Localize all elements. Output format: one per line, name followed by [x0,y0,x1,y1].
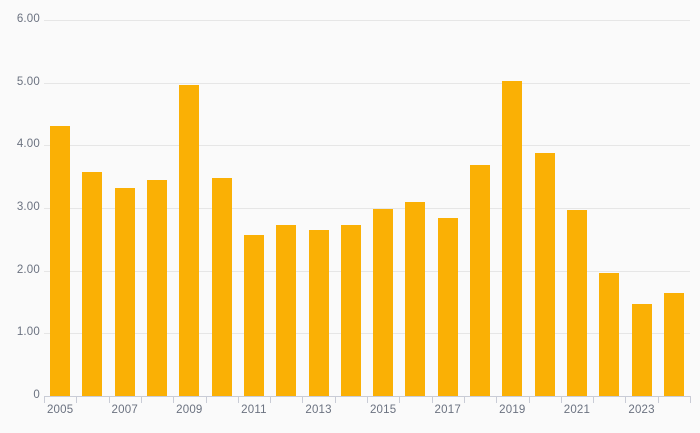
bar[interactable] [437,217,458,396]
bar[interactable] [373,208,394,396]
x-axis-tick-label: 2015 [369,404,397,416]
plot-area [44,0,690,396]
x-axis-tick-mark [657,396,659,403]
x-axis-tick-mark [108,396,110,403]
bar[interactable] [308,230,329,396]
x-axis-tick-mark [173,396,175,403]
bar[interactable] [566,209,587,396]
x-axis-tick-mark [237,396,239,403]
x-axis-tick-mark [334,396,336,403]
x-axis-tick-mark [625,396,627,403]
bar[interactable] [534,152,555,396]
bar[interactable] [405,201,426,396]
y-axis-tick-label: 6.00 [16,12,40,25]
y-axis-tick-label: 1.00 [16,326,40,339]
x-axis-tick-mark [302,396,304,403]
x-axis-tick-mark [205,396,207,403]
x-axis-tick-mark [44,396,45,403]
bar[interactable] [147,180,168,396]
y-axis-tick-label: 5.00 [16,75,40,88]
x-axis-tick-label: 2021 [563,404,591,416]
gridline [44,333,690,335]
x-axis-tick-mark [463,396,465,403]
x-axis-tick-mark [270,396,272,403]
bar[interactable] [502,81,523,396]
bars-group [44,0,690,396]
bar[interactable] [276,224,297,396]
bar[interactable] [663,293,684,396]
x-axis-tick-label: 2007 [111,404,138,416]
x-axis-tick-mark [560,396,562,403]
bar[interactable] [50,126,71,396]
bar[interactable] [114,187,135,396]
x-axis-tick-mark [690,396,691,403]
y-axis-tick-label: 2.00 [16,263,40,276]
bar[interactable] [340,224,361,396]
y-axis-tick-label: 4.00 [16,138,40,151]
x-axis-tick-label: 2013 [305,404,332,416]
bar[interactable] [211,177,232,396]
x-axis-tick-label: 2009 [176,404,203,416]
y-axis: 0 1.00 2.00 3.00 4.00 5.00 6.00 [0,0,40,433]
x-axis-tick-mark [76,396,78,403]
bar[interactable] [631,303,652,396]
gridline [44,19,690,21]
bar[interactable] [243,234,264,396]
x-axis-tick-label: 2011 [241,404,267,416]
x-axis-tick-mark [496,396,498,403]
x-axis-tick-mark [431,396,433,403]
x-axis-tick-mark [367,396,368,403]
gridline [44,82,690,84]
bar[interactable] [179,85,200,396]
x-axis-tick-mark [140,396,142,403]
x-axis-tick-label: 2005 [46,404,74,416]
bar[interactable] [470,165,491,396]
x-axis-tick-label: 2019 [499,404,526,416]
gridline [44,270,690,272]
y-axis-tick-label: 3.00 [16,200,40,213]
x-axis-tick-mark [528,396,530,403]
x-axis-tick-label: 2017 [434,404,461,416]
gridline [44,207,690,209]
y-axis-tick-label: 0 [33,389,40,401]
x-axis-tick-mark [593,396,595,403]
gridline [44,145,690,147]
x-axis-tick-mark [399,396,401,403]
x-axis-tick-label: 2023 [628,404,655,416]
bar[interactable] [82,171,103,396]
bar[interactable] [599,273,620,396]
